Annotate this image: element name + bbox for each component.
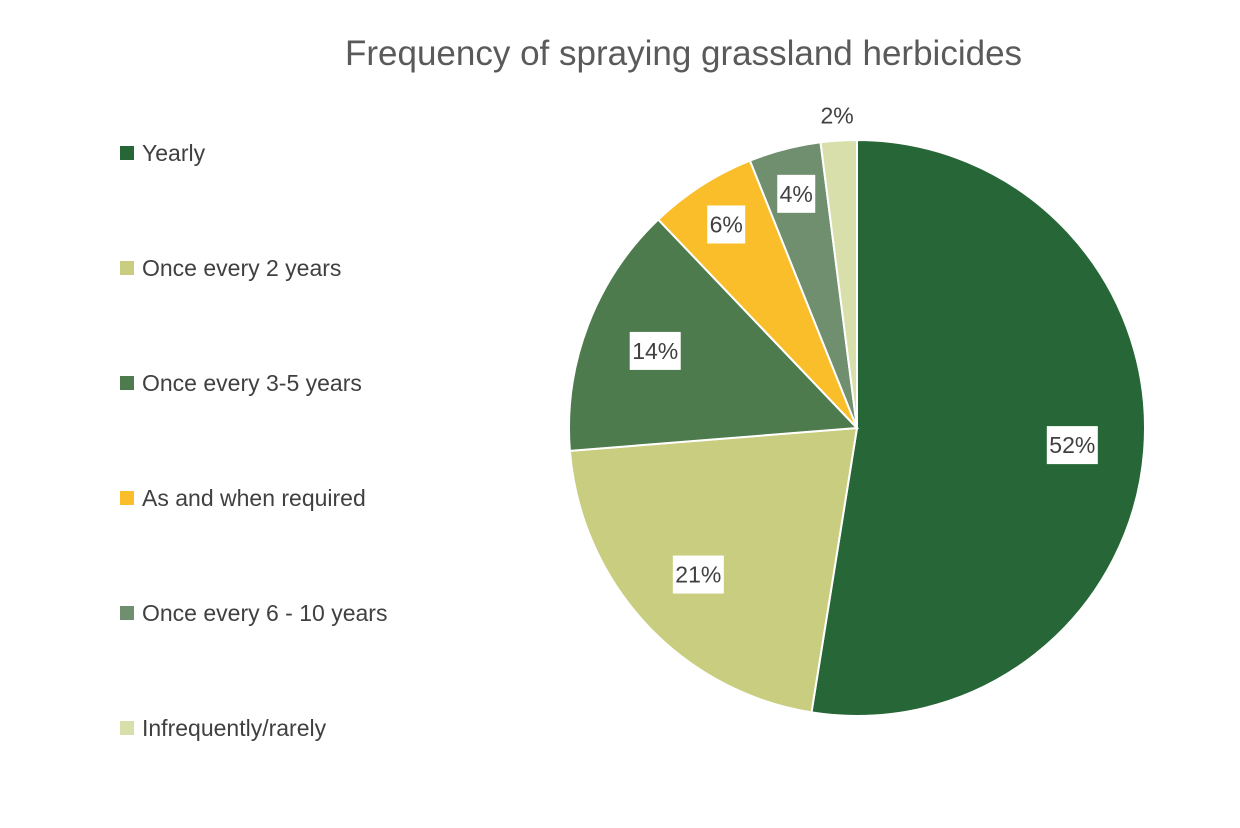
- slice-label-box: [672, 555, 724, 594]
- legend-item: Once every 6 - 10 years: [120, 598, 387, 628]
- chart-title: Frequency of spraying grassland herbicid…: [345, 34, 1023, 73]
- legend-item: Once every 2 years: [120, 253, 387, 283]
- legend-label: Infrequently/rarely: [142, 714, 327, 741]
- slice-label: 2%: [821, 103, 854, 129]
- legend-swatch: [120, 721, 134, 735]
- slice-label: 14%: [629, 331, 681, 370]
- slice-label-box: [777, 174, 816, 213]
- legend-swatch: [120, 491, 134, 505]
- legend-swatch: [120, 146, 134, 160]
- legend-swatch: [120, 376, 134, 390]
- legend-label: Yearly: [142, 139, 206, 166]
- legend-item: Infrequently/rarely: [120, 713, 387, 743]
- pie-chart: 52% 21% 14% 6% 4% 2%: [568, 103, 1146, 717]
- legend-label: Once every 2 years: [142, 254, 342, 281]
- pie-slice: [819, 138, 858, 429]
- slice-label-text: 2%: [821, 103, 854, 129]
- slice-label-text: 6%: [710, 211, 743, 237]
- legend-label: Once every 6 - 10 years: [142, 599, 388, 626]
- slice-label-box: [707, 205, 746, 244]
- slice-label: 4%: [777, 174, 816, 213]
- slice-label-box: [629, 331, 681, 370]
- legend-swatch: [120, 606, 134, 620]
- slice-label-text: 21%: [675, 562, 721, 588]
- legend-item: Once every 3-5 years: [120, 368, 387, 398]
- legend-label: Once every 3-5 years: [142, 369, 362, 396]
- pie-slice: [810, 138, 1146, 717]
- legend-item: As and when required: [120, 483, 387, 513]
- pie-slice: [568, 218, 860, 452]
- legend-label: As and when required: [142, 484, 366, 511]
- slice-label-text: 14%: [632, 338, 678, 364]
- legend-swatch: [120, 261, 134, 275]
- slice-label: 6%: [707, 205, 746, 244]
- slice-label-text: 4%: [780, 181, 813, 207]
- slice-label-text: 52%: [1049, 432, 1095, 458]
- slice-label: 52%: [1046, 426, 1098, 465]
- slice-label-box: [1046, 426, 1098, 465]
- slice-label: 21%: [672, 555, 724, 594]
- legend-item: Yearly: [120, 138, 387, 168]
- legend: Yearly Once every 2 years Once every 3-5 y…: [120, 138, 387, 828]
